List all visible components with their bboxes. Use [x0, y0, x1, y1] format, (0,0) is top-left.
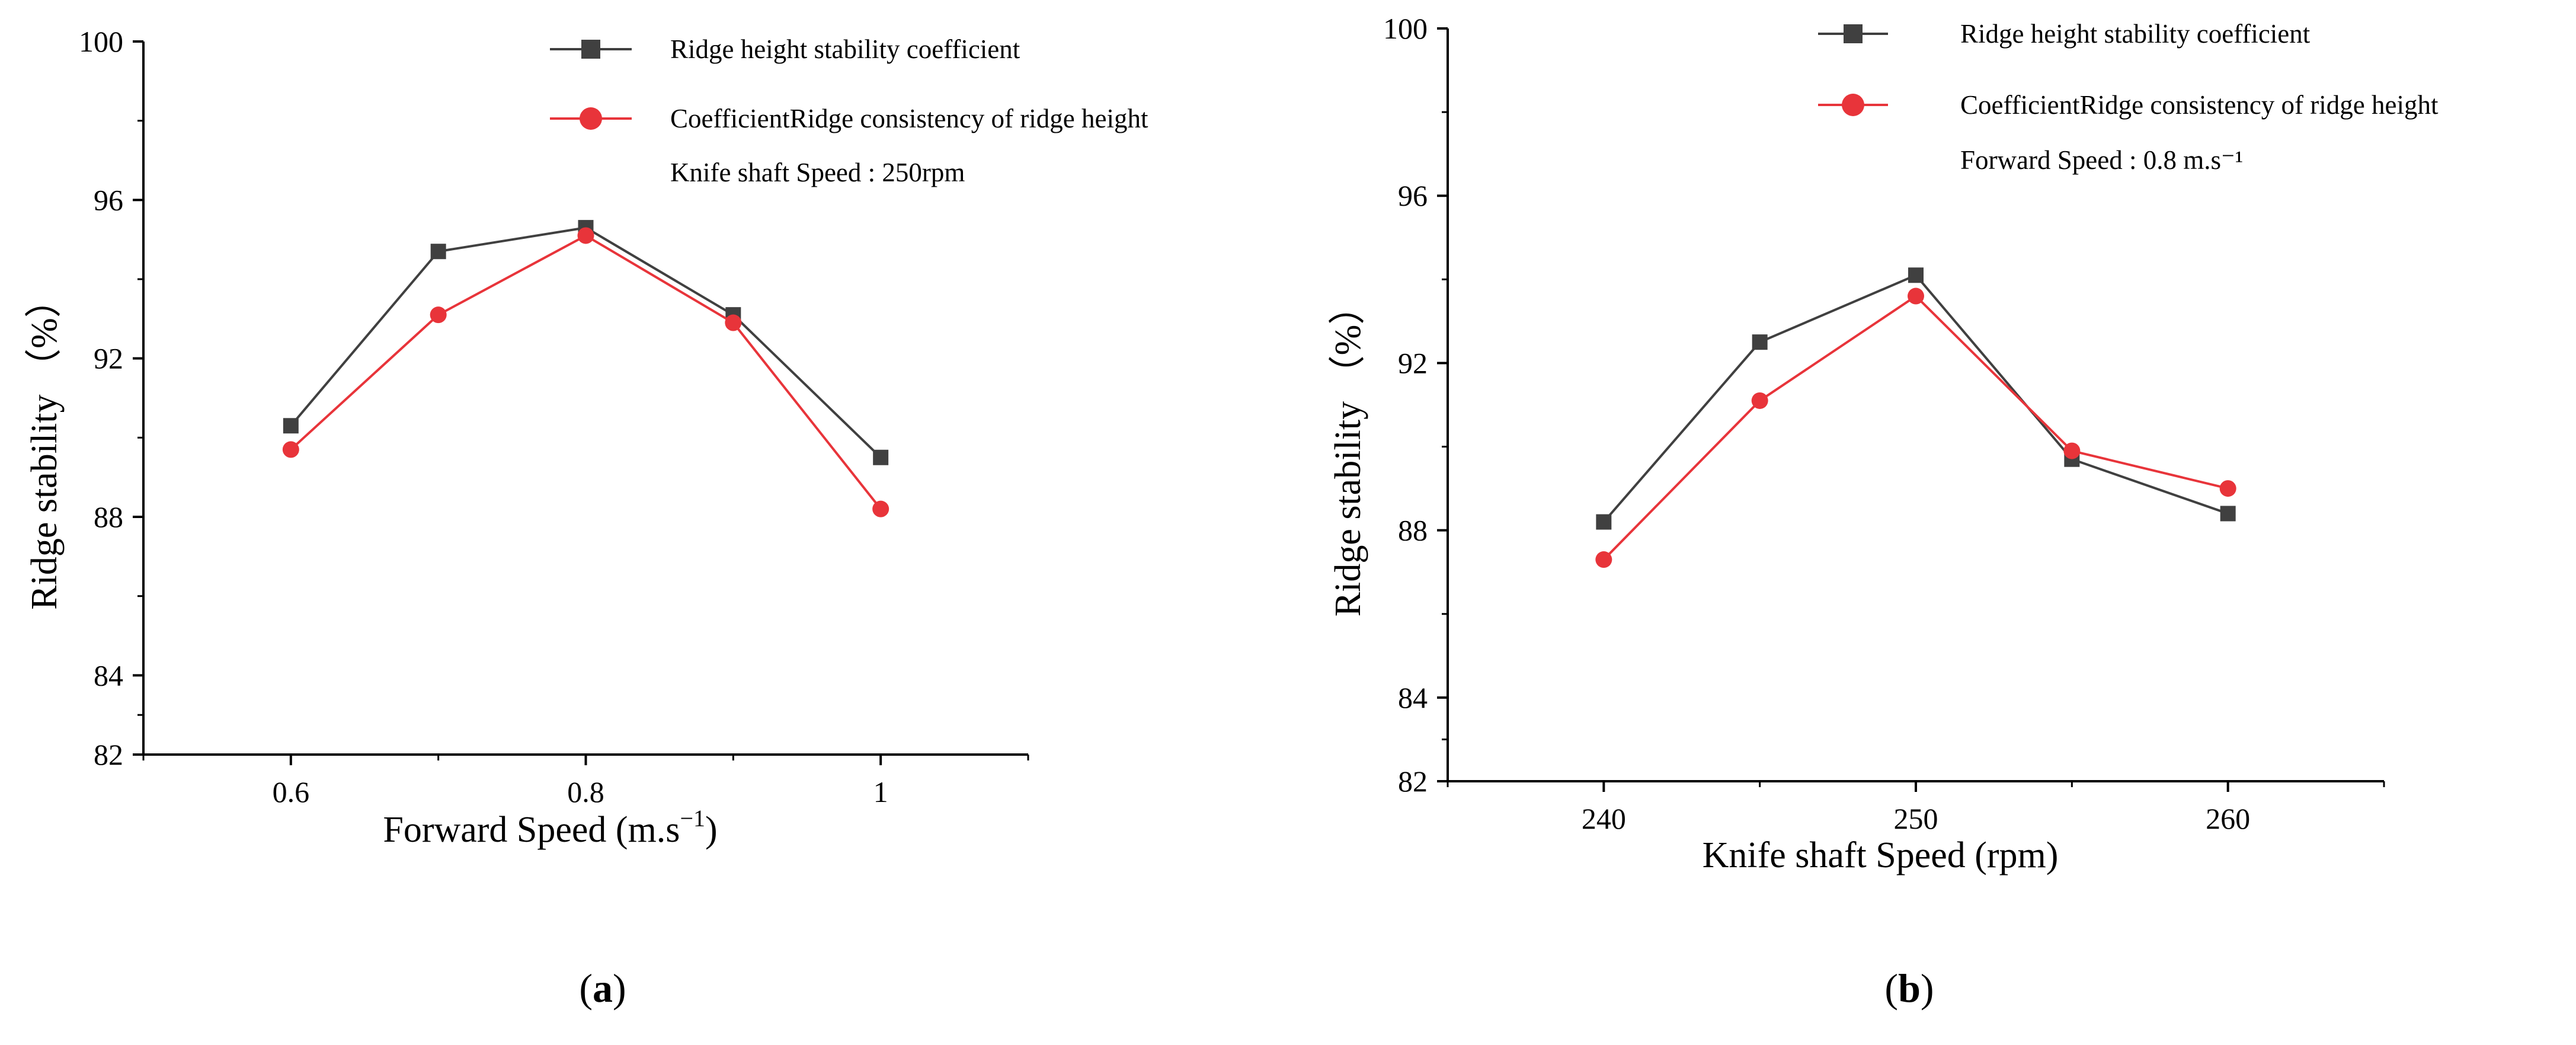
- condition-annotation: Knife shaft Speed : 250rpm: [670, 158, 965, 187]
- panel-label-close: ): [1921, 966, 1934, 1011]
- legend-marker-square: [581, 40, 600, 59]
- x-tick-label: 1: [873, 775, 888, 808]
- panel-label-b: (b): [1884, 966, 1934, 1011]
- x-tick-label: 0.6: [273, 775, 310, 808]
- legend-marker-square: [1844, 24, 1863, 43]
- data-point-circle: [725, 314, 742, 331]
- data-point-square: [1752, 334, 1768, 350]
- panel-label-letter: a: [593, 966, 613, 1011]
- data-point-circle: [2219, 480, 2236, 497]
- data-point-square: [430, 244, 446, 260]
- data-point-circle: [1595, 551, 1612, 568]
- legend-marker-circle: [580, 107, 602, 130]
- data-point-circle: [282, 441, 299, 458]
- x-axis-title: Knife shaft Speed (rpm): [1703, 835, 2059, 875]
- y-tick-label: 96: [1398, 179, 1428, 212]
- panel-a: 82 84 88 92 96 100 0.6 0.8 1 Ridge stability （%） F…: [24, 25, 1148, 1011]
- x-tick-label: 0.8: [567, 775, 604, 808]
- panel-label-letter: b: [1898, 966, 1921, 1011]
- series-line-consistency: [1602, 294, 2229, 561]
- y-axis-title: Ridge stability （%）: [1328, 288, 1368, 617]
- data-point-circle: [872, 500, 889, 517]
- data-point-circle: [1751, 392, 1768, 409]
- y-tick-label: 100: [79, 25, 123, 58]
- data-point-circle: [1908, 287, 1924, 305]
- y-axis-title: Ridge stability （%）: [24, 281, 65, 610]
- y-tick-label: 84: [94, 659, 123, 692]
- legend-label: Ridge height stability coefficient: [670, 34, 1020, 64]
- panel-b: 82 84 88 92 96 100 240 250 260 Ridge stability （%…: [1328, 12, 2439, 1011]
- panel-label-open: (: [1884, 966, 1898, 1011]
- panel-label-close: ): [613, 966, 626, 1011]
- condition-annotation: Forward Speed : 0.8 m.s⁻¹: [1960, 145, 2243, 175]
- panel-label-open: (: [579, 966, 593, 1011]
- y-tick-label: 96: [94, 183, 123, 216]
- x-axis-title: Forward Speed (m.s−1): [383, 805, 717, 850]
- y-tick-label: 92: [94, 342, 123, 375]
- x-tick-label: 260: [2206, 802, 2250, 835]
- data-point-square: [1596, 514, 1612, 530]
- x-axis-title-superscript: −1: [680, 805, 705, 832]
- data-point-circle: [430, 306, 447, 324]
- series-line-stability: [290, 226, 882, 459]
- data-point-square: [1908, 267, 1924, 283]
- data-point-circle: [577, 227, 594, 244]
- legend-label: Ridge height stability coefficient: [1960, 19, 2311, 49]
- y-tick-label: 82: [1398, 765, 1428, 798]
- data-point-square: [873, 449, 889, 465]
- legend-label: CoefficientRidge consistency of ridge he…: [1960, 90, 2439, 120]
- x-axis-title-main: Forward Speed (m.s: [383, 810, 680, 850]
- data-point-square: [283, 418, 299, 434]
- data-point-circle: [2063, 442, 2081, 459]
- y-tick-label: 84: [1398, 681, 1428, 714]
- x-axis-title-tail: ): [705, 810, 718, 850]
- x-tick-label: 240: [1582, 802, 1626, 835]
- y-tick-label: 82: [94, 738, 123, 771]
- panel-label-a: (a): [579, 966, 626, 1011]
- legend-label: CoefficientRidge consistency of ridge he…: [670, 104, 1148, 133]
- x-tick-label: 250: [1894, 802, 1938, 835]
- series-line-stability: [1602, 273, 2229, 523]
- legend-marker-circle: [1842, 94, 1864, 116]
- x-axis-title-main: Knife shaft Speed (rpm): [1703, 835, 2059, 875]
- y-tick-label: 88: [1398, 514, 1428, 547]
- data-point-square: [2220, 506, 2236, 522]
- y-tick-label: 88: [94, 500, 123, 533]
- y-tick-label: 92: [1398, 346, 1428, 379]
- y-tick-label: 100: [1383, 12, 1428, 45]
